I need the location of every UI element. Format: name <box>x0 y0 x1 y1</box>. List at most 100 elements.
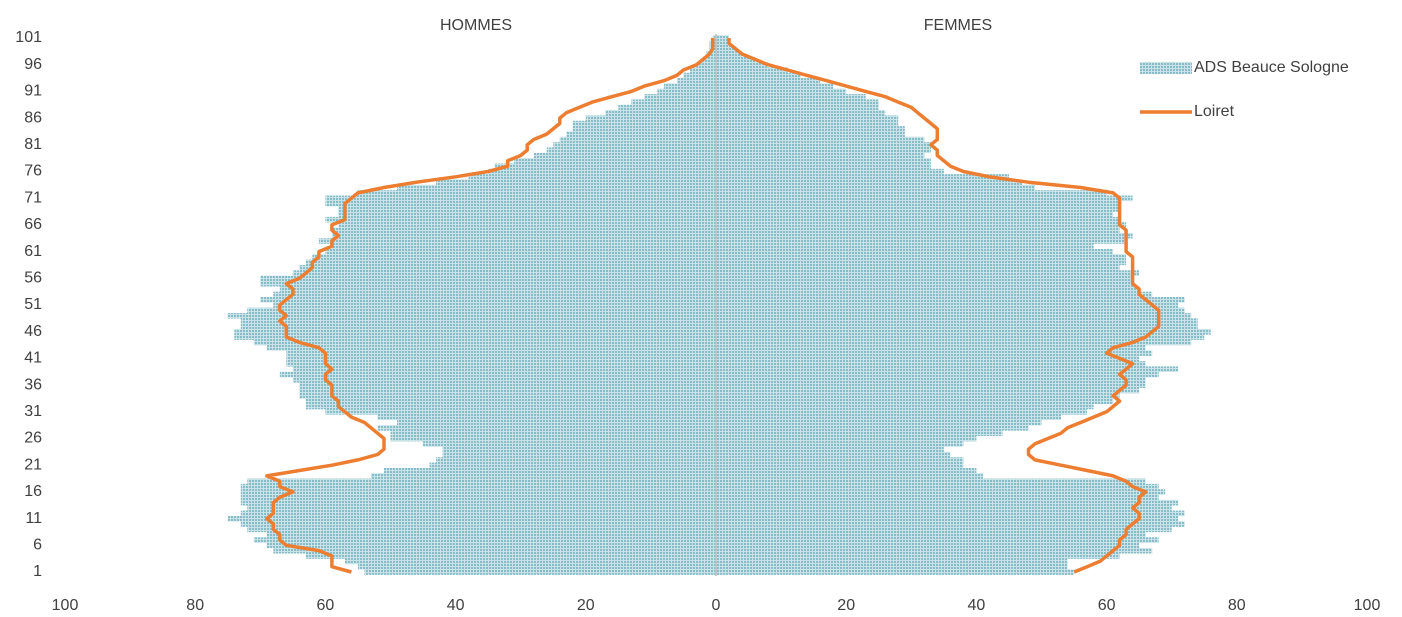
bar <box>716 179 1022 186</box>
bar <box>716 99 879 105</box>
bar <box>716 467 977 474</box>
y-tick-label: 96 <box>24 56 42 73</box>
bar <box>716 553 1120 559</box>
bar <box>266 531 716 538</box>
bar <box>657 88 716 95</box>
bar <box>286 350 716 356</box>
bar <box>436 457 716 463</box>
x-tick-label: 80 <box>1228 597 1246 614</box>
bar <box>325 200 716 207</box>
bar <box>716 313 1192 319</box>
bar <box>325 409 716 415</box>
bar <box>716 409 1088 415</box>
bar <box>716 83 834 89</box>
bar <box>716 398 1114 404</box>
bar <box>716 302 1179 308</box>
bar <box>676 78 716 84</box>
bar <box>442 446 716 453</box>
bar <box>716 526 1172 533</box>
bar <box>716 339 1192 346</box>
bar <box>716 483 1159 490</box>
bar <box>716 296 1185 303</box>
bar <box>318 238 716 244</box>
bar <box>716 345 1146 351</box>
bar <box>716 350 1153 356</box>
bar <box>716 515 1179 522</box>
x-tick-label: 60 <box>1098 597 1116 614</box>
bar <box>299 387 716 394</box>
bar <box>279 286 716 292</box>
bar <box>716 51 743 57</box>
bar <box>716 318 1198 324</box>
bar <box>572 126 716 132</box>
bar <box>716 254 1127 260</box>
bar <box>423 441 716 447</box>
bar <box>572 120 716 127</box>
bar <box>716 216 1120 223</box>
bar <box>716 62 769 68</box>
bar <box>716 110 886 116</box>
bar <box>716 478 1146 485</box>
bar <box>273 302 716 308</box>
bar <box>357 190 716 196</box>
bar <box>716 446 944 453</box>
bar <box>286 361 716 367</box>
bar <box>240 323 716 330</box>
bar <box>716 521 1185 527</box>
bar <box>716 104 879 111</box>
bar <box>247 478 716 485</box>
bar <box>436 179 716 186</box>
bar <box>716 569 1075 575</box>
x-tick-label: 40 <box>968 597 986 614</box>
bar <box>240 510 716 517</box>
bar <box>618 104 716 111</box>
bar <box>305 398 716 404</box>
bar <box>716 174 1009 180</box>
left-header: HOMMES <box>440 17 512 34</box>
x-tick-label: 60 <box>317 597 335 614</box>
bar <box>566 131 716 137</box>
x-tick-label: 0 <box>712 597 721 614</box>
bar <box>468 174 716 180</box>
bar <box>716 168 944 175</box>
bar <box>716 334 1205 340</box>
bar <box>716 425 1029 431</box>
bar <box>299 382 716 388</box>
bar <box>344 558 716 565</box>
bar <box>553 142 716 148</box>
x-tick-label: 80 <box>186 597 204 614</box>
bar <box>716 430 1003 437</box>
bar <box>338 222 716 228</box>
bar <box>716 531 1146 538</box>
bar <box>377 414 716 421</box>
bar <box>716 163 931 170</box>
bar <box>331 232 716 239</box>
bar <box>716 505 1172 511</box>
bar <box>390 430 716 437</box>
y-tick-label: 56 <box>24 270 42 287</box>
bar <box>325 248 716 255</box>
bar <box>292 270 716 276</box>
bar <box>631 99 716 105</box>
bar <box>716 387 1140 394</box>
y-tick-label: 51 <box>24 296 42 313</box>
bar <box>331 227 716 234</box>
bar <box>716 286 1140 292</box>
bar <box>716 152 925 159</box>
x-tick-label: 100 <box>52 597 79 614</box>
bar <box>716 270 1140 276</box>
y-tick-label: 86 <box>24 109 42 126</box>
bar <box>716 462 964 469</box>
bar <box>533 152 716 159</box>
bar <box>716 211 1114 218</box>
bar <box>279 371 716 378</box>
x-tick-label: 20 <box>837 597 855 614</box>
bar <box>716 200 1120 207</box>
bar <box>240 494 716 501</box>
x-tick-label: 100 <box>1354 597 1381 614</box>
bar <box>683 72 716 79</box>
bar <box>357 563 716 570</box>
line <box>265 38 715 574</box>
bar <box>716 377 1146 383</box>
bar <box>370 473 716 479</box>
